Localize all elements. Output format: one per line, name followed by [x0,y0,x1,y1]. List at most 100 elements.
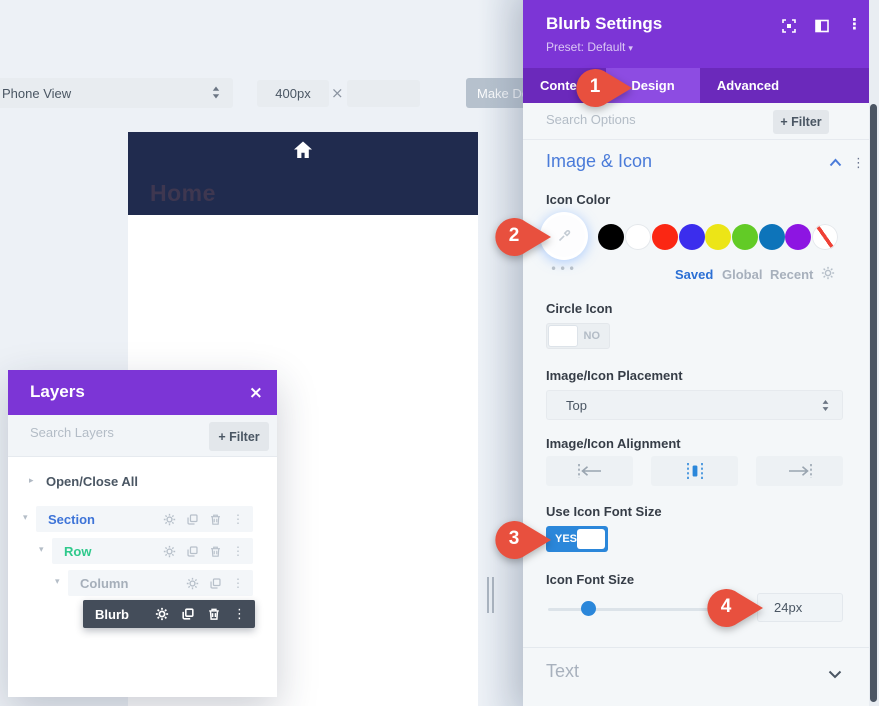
caret-down-icon[interactable]: ▾ [55,577,60,587]
use-icon-font-size-toggle[interactable]: YES [546,526,608,552]
view-mode-value: Phone View [2,85,72,101]
caret-down-icon[interactable]: ▾ [39,545,44,555]
layers-panel: Layers × + Filter ▸ Open/Close All ▾ Sec… [8,370,277,697]
home-icon [294,141,312,158]
trash-icon[interactable] [209,545,222,558]
kebab-menu-icon[interactable]: ⋮ [232,512,244,526]
updown-arrows-icon [212,86,220,99]
align-center-icon [686,463,703,479]
color-swatch-teal[interactable] [759,224,785,250]
blurb-settings-panel: Blurb Settings Preset: Default ▾ ⋮ Conten… [523,0,879,706]
settings-gear-icon[interactable] [163,545,176,558]
duplicate-icon[interactable] [209,577,222,590]
eyedropper-icon [558,229,571,242]
icon-font-size-slider-track[interactable] [548,608,742,611]
settings-header: Blurb Settings Preset: Default ▾ ⋮ [523,0,869,68]
options-search-input[interactable] [546,112,746,127]
settings-gear-icon[interactable] [163,513,176,526]
step-marker-number: 1 [589,76,601,97]
more-colors-dots-icon[interactable]: ••• [550,262,578,276]
chevron-up-icon[interactable] [829,158,842,167]
settings-gear-icon[interactable] [186,577,199,590]
colors-saved-link[interactable]: Saved [675,267,714,282]
trash-icon[interactable] [209,513,222,526]
panel-drag-handle[interactable] [487,577,496,613]
layer-label-blurb: Blurb [95,606,129,622]
step-marker-3: 3 [490,517,554,563]
circle-icon-toggle[interactable]: NO [546,323,610,349]
open-close-all-row[interactable]: ▸ Open/Close All [8,474,277,490]
align-left-icon [577,464,601,478]
align-right-icon [788,464,812,478]
tab-advanced[interactable]: Advanced [716,78,780,93]
layers-row-blurb[interactable]: Blurb ⋮ [8,600,277,628]
current-color-swatch[interactable] [543,215,585,257]
kebab-menu-icon[interactable]: ⋮ [847,15,862,33]
color-swatch-white[interactable] [625,224,651,250]
kebab-menu-icon[interactable]: ⋮ [852,156,865,171]
layer-label-column: Column [80,575,129,591]
section-divider [523,647,869,648]
alignment-label: Image/Icon Alignment [546,436,681,451]
dimensions-times-separator: × [331,84,344,102]
color-swatch-none[interactable] [812,224,838,250]
section-heading-text[interactable]: Text [546,661,580,681]
layers-panel-title: Layers [30,382,85,401]
toggle-state-label: YES [555,533,578,545]
colors-recent-link[interactable]: Recent [770,267,814,282]
layers-row-section[interactable]: ▾ Section ⋮ [8,506,277,532]
kebab-menu-icon[interactable]: ⋮ [232,544,244,558]
color-swatch-black[interactable] [598,224,624,250]
step-marker-2: 2 [490,214,554,260]
color-swatch-red[interactable] [652,224,678,250]
split-view-icon[interactable] [814,18,830,34]
preset-selector[interactable]: Preset: Default ▾ [546,40,633,54]
placement-select[interactable]: Top [546,390,843,420]
step-marker-1: 1 [571,65,635,111]
color-swatch-yellow[interactable] [705,224,731,250]
duplicate-icon[interactable] [186,545,199,558]
open-close-all-label: Open/Close All [46,474,138,489]
preview-width-input[interactable] [257,80,329,107]
settings-gear-icon[interactable] [155,607,169,621]
color-swatch-blue[interactable] [679,224,705,250]
kebab-menu-icon[interactable]: ⋮ [232,576,244,590]
layers-row-column[interactable]: ▾ Column ⋮ [8,570,277,596]
color-swatch-green[interactable] [732,224,758,250]
toggle-state-label: NO [583,330,601,342]
step-marker-number: 2 [508,225,520,246]
duplicate-icon[interactable] [181,607,195,621]
trash-icon[interactable] [207,607,221,621]
icon-font-size-slider-knob[interactable] [581,601,596,616]
layers-filter-button[interactable]: + Filter [209,422,269,451]
placement-value: Top [566,398,587,413]
layers-search-bar: + Filter [8,415,277,457]
colors-gear-icon[interactable] [821,266,835,280]
expand-module-icon[interactable] [781,18,797,34]
section-heading-image-icon[interactable]: Image & Icon [546,151,653,171]
layers-panel-header: Layers × [8,370,277,415]
panel-gutter [478,0,523,706]
icon-font-size-label: Icon Font Size [546,572,635,587]
circle-icon-label: Circle Icon [546,301,613,316]
duplicate-icon[interactable] [186,513,199,526]
scrollbar-thumb[interactable] [870,104,877,702]
preview-height-input[interactable] [347,80,420,107]
caret-right-icon: ▸ [29,476,34,486]
caret-down-icon[interactable]: ▾ [23,513,28,523]
align-right-button[interactable] [756,456,843,486]
kebab-menu-icon[interactable]: ⋮ [233,606,246,622]
tab-design[interactable]: Design [606,68,700,103]
align-center-button[interactable] [651,456,738,486]
layers-row-row[interactable]: ▾ Row ⋮ [8,538,277,564]
layers-search-input[interactable] [30,425,200,440]
chevron-down-icon[interactable] [828,670,842,679]
color-swatch-purple[interactable] [785,224,811,250]
options-filter-button[interactable]: + Filter [773,110,829,134]
align-left-button[interactable] [546,456,633,486]
view-mode-select[interactable]: Phone View [0,78,233,108]
placement-label: Image/Icon Placement [546,368,683,383]
close-icon[interactable]: × [248,383,263,403]
colors-global-link[interactable]: Global [722,267,763,282]
icon-font-size-value-input[interactable] [757,593,843,622]
